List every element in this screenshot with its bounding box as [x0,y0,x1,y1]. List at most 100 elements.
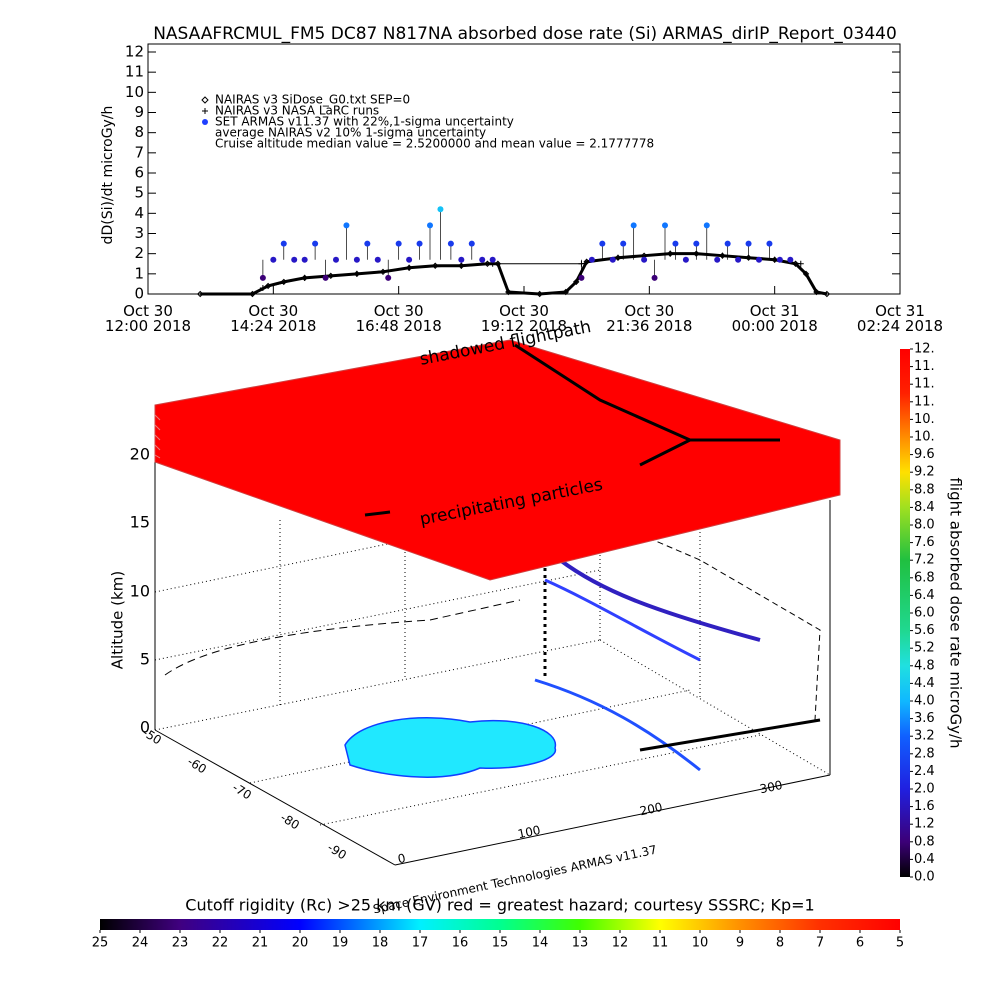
axis [394,774,831,866]
legend-label: NAIRAS v3 NASA LaRC runs [215,104,379,118]
plot-frame [147,43,901,295]
point [536,290,543,298]
colorbar-tick-label: 7 [816,936,824,951]
colorbar-tick-label: 5.2 [914,641,935,656]
colorbar-tick-label: 6.8 [914,570,935,585]
colorbar-tick-label: 25 [92,936,109,951]
point [406,256,413,263]
point [562,288,569,296]
track [558,558,761,642]
point [609,256,616,263]
colorbar-tick-label: 3.2 [914,729,935,744]
colorbar-tick-label: 10 [692,936,709,951]
colorbar-tick-label: 21 [252,936,269,951]
colorbar-tick-label: 0.8 [914,834,935,849]
point [651,274,658,281]
y-tick-label: 1 [134,264,144,282]
colorbar-tick-label: 8 [776,936,784,951]
colorbar-tick-label: 6 [856,936,864,951]
point [479,256,486,263]
colorbar-tick-label: 12 [612,936,629,951]
lon-tick-label: 100 [516,823,541,841]
point [353,256,360,263]
x-tick-label: Oct 30 19:12 2018 [480,302,568,335]
point [599,240,606,247]
point [573,278,580,286]
legend-marker [202,108,208,114]
point [787,256,794,263]
point [333,256,339,263]
shadowed-track [514,343,780,467]
point [427,222,433,229]
grid [154,569,601,661]
point [667,250,674,257]
point [437,206,444,213]
point [406,264,413,271]
point [745,254,752,261]
colorbar-tick-label: 2.8 [914,746,935,761]
z-tick-label: 15 [130,513,150,532]
colorbar-tick-label: 8.8 [914,482,935,497]
lon-tick-label: 0 [396,851,406,866]
title: NASAAFRCMUL_FM5 DC87 N817NA absorbed dos… [153,24,897,44]
point [802,270,810,278]
colorbar-tick-label: 20 [292,936,309,951]
colorbar-tick-label: 14 [532,936,549,951]
colorbar-tick-label: 23 [172,936,189,951]
colorbar-title: flight absorbed dose rate microGy/h [947,477,965,748]
x-tick-label: Oct 30 21:36 2018 [606,302,693,335]
point [714,256,721,263]
antarctica [344,717,557,778]
colorbar-tick-label: 4.0 [914,694,935,709]
y-tick-label: 10 [125,83,144,101]
colorbar-tick-label: 22 [212,936,229,951]
y-tick-label: 6 [134,164,144,182]
colorbar-tick-label: 9.2 [914,465,935,480]
y-tick-label: 8 [134,123,144,141]
z-axis-label: Altitude (km) [109,571,127,669]
legend-label: NAIRAS v3 SiDose_G0.txt SEP=0 [215,93,410,107]
point [374,256,381,263]
point [672,240,679,247]
point [416,240,423,247]
colorbar-tick-label: 18 [372,936,389,951]
track [639,718,821,752]
grid [599,639,831,776]
point [776,256,783,263]
colorbar-tick-label: 10. [914,412,935,427]
slab-texture [154,414,161,459]
point [280,240,287,247]
colorbar-tick-label: 0.0 [914,870,935,885]
point [489,256,496,263]
colorbar-tick-label: 5.6 [914,623,935,638]
point [823,290,831,298]
series-line [262,253,801,289]
colorbar-tick-label: 11. [914,359,935,374]
point [259,284,266,291]
point [270,256,277,263]
z-tick-label: 10 [130,582,150,601]
colorbar-tick-label: 24 [132,936,149,951]
point [494,260,502,267]
z-tick-label: 5 [140,650,150,669]
point [458,262,465,269]
lat-tick-label: -80 [278,810,302,832]
point [615,254,621,261]
point [641,256,648,263]
x-tick-label: Oct 31 02:24 2018 [856,302,944,335]
colorbar-tick-label: 9 [736,936,744,951]
track [534,678,701,772]
z-tick-label: 0 [140,718,150,737]
colorbar-tick-label: 8.4 [914,500,935,515]
point [797,260,804,267]
colorbar-tick-label: 15 [492,936,509,951]
x-tick-label: Oct 30 14:24 2018 [230,302,317,335]
colorbar [900,349,910,877]
z-tick-label: 20 [130,445,150,464]
point [630,222,637,229]
legend-marker [201,96,209,104]
point [447,240,454,247]
point [395,240,402,247]
colorbar-tick-label: 11. [914,377,935,392]
y-tick-label: 7 [134,143,144,161]
